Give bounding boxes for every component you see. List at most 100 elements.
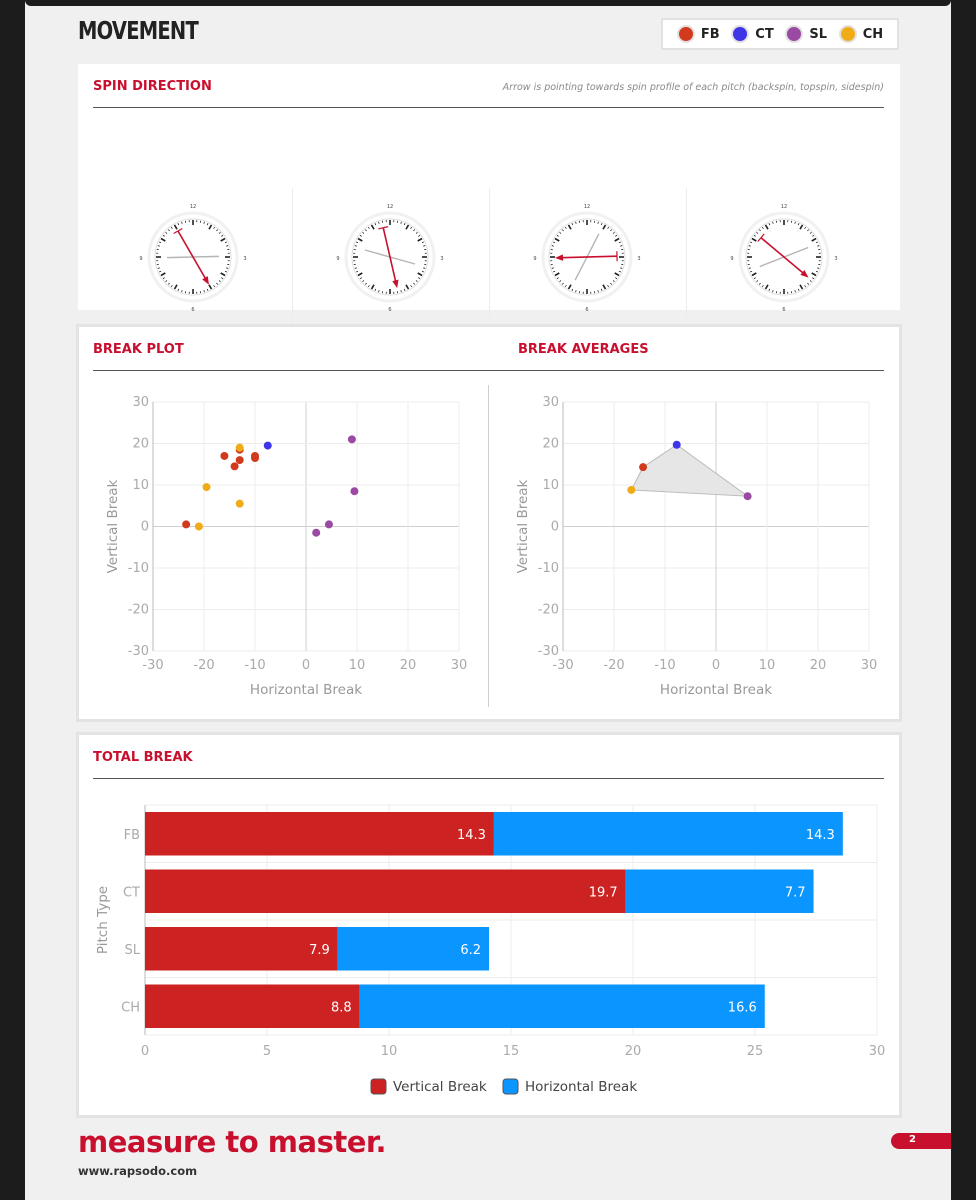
clock-tick: [614, 237, 620, 242]
clock-tick: [417, 272, 423, 277]
clock-dial-label: 6: [388, 307, 391, 312]
clock-tick: [162, 277, 165, 280]
clock-tick: [218, 280, 221, 283]
clock-tick: [421, 270, 424, 273]
clock-tick: [809, 231, 812, 234]
clock-tick: [772, 290, 774, 293]
spin-direction-divider: [93, 107, 884, 108]
clock-tick: [748, 245, 751, 247]
x-axis-title: Horizontal Break: [250, 682, 362, 698]
legend-swatch: [502, 1078, 519, 1095]
clock-tick: [751, 272, 757, 277]
clock-tick: [359, 277, 362, 280]
spin-clock-dial: 12 3 6 9: [730, 204, 837, 312]
clock-tick: [208, 284, 213, 290]
clock-tick: [224, 270, 227, 273]
x-tick-label: 10: [349, 658, 366, 673]
y-tick-label: -30: [128, 644, 149, 659]
spin-arrow-tail: [757, 237, 762, 242]
y-tick-label: 20: [542, 437, 559, 452]
clock-tick: [602, 284, 607, 290]
clock-tick: [203, 221, 205, 224]
spin-arrow-tail: [760, 233, 765, 239]
clock-tick: [362, 231, 365, 234]
spin-arrow-tail: [173, 230, 179, 235]
clock-dial-label: 12: [190, 204, 196, 210]
y-tick-label: 30: [132, 395, 149, 410]
x-tick-label: -30: [552, 658, 573, 673]
legend-dot-sl: [785, 25, 804, 43]
clock-tick: [799, 224, 804, 230]
clock-tick: [815, 270, 818, 273]
clock-tick: [620, 267, 623, 269]
y-axis-title: Vertical Break: [105, 479, 121, 573]
y-tick-label: 0: [551, 520, 559, 535]
legend-label-ch: CH: [862, 26, 884, 42]
clock-dial-label: 12: [781, 204, 787, 210]
clock-tick: [615, 277, 618, 280]
clock-tick: [374, 288, 377, 291]
clock-tick: [758, 229, 761, 232]
spin-direction-note: Arrow is pointing towards spin profile o…: [502, 82, 884, 93]
clock-tick: [206, 223, 209, 226]
clock-tick: [167, 282, 170, 285]
clock-tick: [600, 288, 603, 291]
clock-tick: [556, 234, 559, 237]
x-tick-label: 20: [625, 1044, 642, 1059]
clock-tick: [221, 234, 224, 237]
scatter-point-sl: [347, 435, 356, 444]
break-plot-chart: -30-30 -20 -20 -10 -10 0 0 10 10 20 20 30 30 Horizont…: [105, 395, 467, 698]
clock-tick: [173, 224, 178, 230]
clock-tick: [181, 221, 183, 224]
clock-tick: [607, 226, 610, 229]
clock-tick: [559, 280, 562, 283]
clock-tick: [571, 288, 574, 291]
scatter-point-fb: [220, 451, 229, 460]
clock-tick: [405, 284, 410, 290]
break-averages-chart: -30-30 -20 -20 -10 -10 0 0 10 10 20 20 30 30 Horizont…: [515, 395, 877, 698]
total-break-card: TOTAL BREAK 0 5 10 15 20 25 30 Pitch Type FB 14.3…: [76, 732, 902, 1118]
scatter-point-fb: [251, 454, 259, 463]
clock-tick: [756, 231, 759, 234]
spin-clock-dial: 12 3 6 9: [533, 204, 640, 312]
clock-tick: [610, 229, 613, 232]
clock-tick: [220, 237, 226, 242]
clock-tick: [378, 221, 380, 224]
pitch-legend: FB CT SL CH: [661, 18, 899, 50]
scatter-point-ct: [672, 440, 681, 449]
x-tick-label: -30: [142, 658, 163, 673]
x-axis-title: Horizontal Break: [660, 682, 772, 698]
clock-tick: [208, 224, 213, 230]
clock-tick: [367, 226, 370, 229]
spin-clock-dial: 12 3 6 9: [336, 204, 443, 312]
bar-value-label: 7.9: [309, 943, 330, 958]
clock-tick: [610, 282, 613, 285]
clock-dial-label: 3: [834, 256, 837, 262]
clock-tick: [804, 285, 807, 288]
clock-tick: [400, 221, 402, 224]
bar-horizontal-break: [337, 927, 490, 971]
clock-tick: [811, 237, 817, 242]
legend-label: Vertical Break: [393, 1079, 487, 1095]
clock-dial-label: 6: [191, 307, 194, 312]
bar-vertical-break: [145, 984, 360, 1028]
clock-tick: [410, 226, 413, 229]
clock-tick: [423, 267, 426, 269]
x-tick-label: 30: [869, 1044, 886, 1059]
clock-tick: [400, 290, 402, 293]
x-tick-label: 0: [712, 658, 720, 673]
clock-dial-label: 9: [730, 256, 733, 262]
clock-tick: [750, 270, 753, 273]
clock-tick: [554, 237, 560, 242]
clock-tick: [809, 280, 812, 283]
clock-tick: [356, 270, 359, 273]
spin-arrow-head: [555, 254, 564, 261]
clock-dial-label: 3: [637, 256, 640, 262]
clock-tick: [804, 226, 807, 229]
clock-tick: [567, 224, 572, 230]
page-title: MOVEMENT: [78, 16, 199, 45]
clock-tick: [812, 277, 815, 280]
clock-tick: [167, 229, 170, 232]
clock-tick: [607, 285, 610, 288]
break-card: BREAK PLOT BREAK AVERAGES -30 -30 -20 -20 -1…: [76, 324, 902, 722]
